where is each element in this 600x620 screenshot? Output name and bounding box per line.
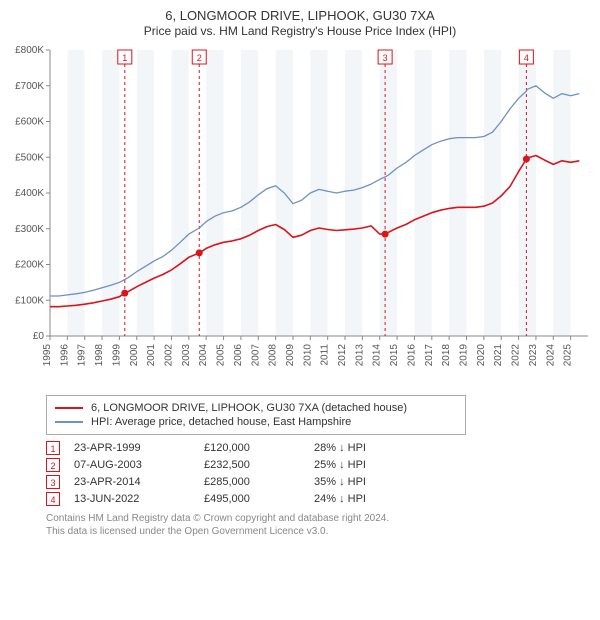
svg-text:1999: 1999 xyxy=(111,344,122,367)
svg-text:2017: 2017 xyxy=(424,344,435,367)
svg-text:1: 1 xyxy=(122,53,127,63)
transaction-marker: 4 xyxy=(46,492,60,506)
svg-text:3: 3 xyxy=(383,53,388,63)
svg-text:2024: 2024 xyxy=(545,344,556,367)
svg-text:£100K: £100K xyxy=(15,295,44,306)
legend-label: 6, LONGMOOR DRIVE, LIPHOOK, GU30 7XA (de… xyxy=(91,402,407,414)
svg-text:£400K: £400K xyxy=(15,188,44,199)
transaction-marker: 1 xyxy=(46,441,60,455)
svg-text:£0: £0 xyxy=(33,331,45,342)
svg-text:1997: 1997 xyxy=(77,344,88,367)
svg-text:2014: 2014 xyxy=(372,344,383,367)
transaction-hpi-diff: 25% ↓ HPI xyxy=(314,459,404,471)
svg-text:£500K: £500K xyxy=(15,152,44,163)
footer-line-1: Contains HM Land Registry data © Crown c… xyxy=(46,512,584,525)
svg-text:£700K: £700K xyxy=(15,81,44,92)
chart-svg: £0 £100K £200K £300K £400K £500K £600K £700K £80… xyxy=(8,44,592,384)
attribution-footer: Contains HM Land Registry data © Crown c… xyxy=(46,512,584,538)
transactions-table: 1 23-APR-1999£120,00028% ↓ HPI 2 07-AUG-200… xyxy=(46,441,584,506)
transaction-price: £232,500 xyxy=(204,459,314,471)
legend-label: HPI: Average price, detached house, East… xyxy=(91,416,351,428)
svg-text:2009: 2009 xyxy=(285,344,296,367)
svg-text:2013: 2013 xyxy=(354,344,365,367)
svg-text:£600K: £600K xyxy=(15,117,44,128)
svg-text:1996: 1996 xyxy=(59,344,70,367)
transaction-date: 23-APR-1999 xyxy=(74,442,204,454)
svg-text:2018: 2018 xyxy=(441,344,452,367)
svg-text:2006: 2006 xyxy=(233,344,244,367)
svg-text:£300K: £300K xyxy=(15,224,44,235)
transaction-price: £495,000 xyxy=(204,493,314,505)
transaction-hpi-diff: 24% ↓ HPI xyxy=(314,493,404,505)
transaction-marker: 3 xyxy=(46,475,60,489)
svg-text:2007: 2007 xyxy=(250,344,261,367)
legend-item: HPI: Average price, detached house, East… xyxy=(55,416,457,428)
svg-text:1995: 1995 xyxy=(42,344,53,367)
svg-text:2: 2 xyxy=(197,53,202,63)
svg-text:2023: 2023 xyxy=(528,344,539,367)
svg-text:2011: 2011 xyxy=(320,344,331,366)
svg-text:£200K: £200K xyxy=(15,260,44,271)
svg-text:4: 4 xyxy=(524,53,529,63)
svg-text:2019: 2019 xyxy=(459,344,470,367)
transaction-hpi-diff: 28% ↓ HPI xyxy=(314,442,404,454)
svg-text:2015: 2015 xyxy=(389,344,400,367)
legend-item: 6, LONGMOOR DRIVE, LIPHOOK, GU30 7XA (de… xyxy=(55,402,457,414)
svg-text:2012: 2012 xyxy=(337,344,348,367)
footer-line-2: This data is licensed under the Open Gov… xyxy=(46,525,584,538)
legend-swatch xyxy=(55,407,83,409)
svg-text:2004: 2004 xyxy=(198,344,209,367)
transaction-price: £120,000 xyxy=(204,442,314,454)
svg-text:2005: 2005 xyxy=(216,344,227,367)
transaction-row: 2 07-AUG-2003£232,50025% ↓ HPI xyxy=(46,458,584,472)
svg-text:2010: 2010 xyxy=(302,344,313,367)
chart-legend: 6, LONGMOOR DRIVE, LIPHOOK, GU30 7XA (de… xyxy=(46,395,466,435)
transaction-row: 4 13-JUN-2022£495,00024% ↓ HPI xyxy=(46,492,584,506)
transaction-marker: 2 xyxy=(46,458,60,472)
svg-text:2000: 2000 xyxy=(129,344,140,367)
transaction-price: £285,000 xyxy=(204,476,314,488)
svg-text:2002: 2002 xyxy=(163,344,174,367)
transaction-hpi-diff: 35% ↓ HPI xyxy=(314,476,404,488)
svg-text:2016: 2016 xyxy=(406,344,417,367)
svg-text:2008: 2008 xyxy=(268,344,279,367)
chart-title: 6, LONGMOOR DRIVE, LIPHOOK, GU30 7XA xyxy=(8,8,592,23)
transaction-date: 13-JUN-2022 xyxy=(74,493,204,505)
transaction-row: 3 23-APR-2014£285,00035% ↓ HPI xyxy=(46,475,584,489)
svg-text:2025: 2025 xyxy=(563,344,574,367)
chart-subtitle: Price paid vs. HM Land Registry's House … xyxy=(8,24,592,38)
svg-text:2020: 2020 xyxy=(476,344,487,367)
svg-text:2021: 2021 xyxy=(493,344,504,367)
transaction-date: 23-APR-2014 xyxy=(74,476,204,488)
svg-text:£800K: £800K xyxy=(15,45,44,56)
svg-text:2003: 2003 xyxy=(181,344,192,367)
svg-text:1998: 1998 xyxy=(94,344,105,367)
svg-text:2022: 2022 xyxy=(511,344,522,367)
transaction-row: 1 23-APR-1999£120,00028% ↓ HPI xyxy=(46,441,584,455)
price-chart: £0 £100K £200K £300K £400K £500K £600K £700K £80… xyxy=(8,44,592,387)
svg-text:2001: 2001 xyxy=(146,344,157,367)
transaction-date: 07-AUG-2003 xyxy=(74,459,204,471)
legend-swatch xyxy=(55,421,83,423)
